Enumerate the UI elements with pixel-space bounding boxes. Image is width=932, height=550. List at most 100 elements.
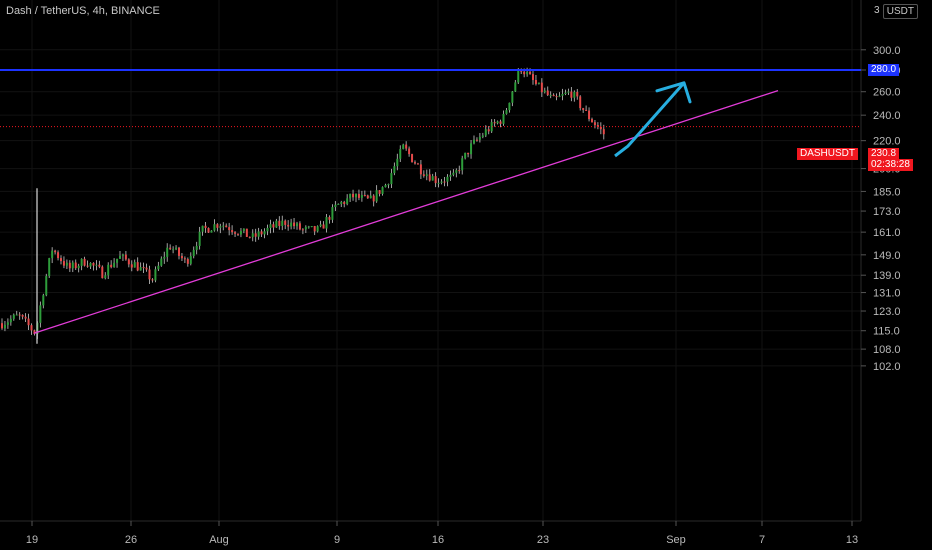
resistance-price-label: 280.0: [868, 64, 900, 76]
candle-body: [593, 122, 596, 126]
x-tick-label: 23: [537, 534, 549, 546]
candle-body: [160, 258, 163, 266]
candle-body: [526, 71, 529, 75]
candle-body: [287, 224, 290, 227]
candle-body: [549, 94, 552, 96]
candle-body: [464, 152, 467, 159]
candle-body: [331, 207, 334, 220]
candle-body: [558, 95, 561, 97]
y-tick-label: 240.0: [873, 110, 901, 122]
candle-body: [390, 173, 393, 185]
candle-body: [428, 174, 431, 181]
candle-body: [104, 275, 107, 279]
candle-body: [130, 264, 133, 268]
candle-body: [293, 222, 296, 227]
candle-body: [225, 225, 228, 228]
candle-body: [487, 129, 490, 132]
candle-body: [543, 90, 546, 93]
candle-body: [313, 226, 316, 232]
last-price-label: 230.8: [868, 148, 900, 160]
y-tick-label: 115.0: [873, 326, 900, 338]
candle-body: [248, 236, 251, 238]
candle-body: [310, 226, 313, 228]
candle-body: [237, 233, 239, 235]
candle-body: [596, 125, 599, 127]
support-trendline[interactable]: [33, 89, 779, 334]
candle-body: [189, 256, 192, 264]
candle-body: [260, 231, 263, 235]
candle-body: [343, 202, 346, 205]
candle-body: [275, 220, 278, 228]
candle-body: [204, 225, 207, 229]
candle-body: [484, 129, 487, 136]
candle-body: [12, 314, 15, 319]
candle-body: [45, 276, 48, 296]
candle-body: [552, 94, 555, 97]
candle-body: [372, 195, 375, 202]
candle-body: [440, 181, 443, 183]
candle-body: [369, 195, 372, 199]
candle-body: [33, 330, 36, 334]
candle-body: [360, 195, 363, 198]
candle-body: [446, 176, 449, 182]
candle-body: [505, 110, 508, 114]
projection-path[interactable]: [614, 81, 686, 158]
y-tick-label: 149.0: [873, 250, 901, 262]
candle-body: [384, 184, 387, 188]
y-tick-label: 161.0: [873, 227, 901, 239]
x-tick-label: 26: [125, 534, 137, 546]
candle-body: [455, 170, 458, 173]
candle-body: [154, 269, 157, 281]
candle-body: [166, 247, 169, 257]
candle-body: [458, 170, 461, 172]
candle-body: [307, 226, 310, 228]
candle-body: [30, 325, 33, 331]
candle-body: [83, 258, 86, 266]
candle-body: [142, 267, 145, 269]
candle-body: [245, 228, 248, 237]
candle-body: [60, 258, 62, 262]
candle-body: [1, 323, 3, 329]
candle-body: [540, 82, 543, 93]
candle-body: [281, 220, 284, 226]
candle-body: [121, 254, 124, 256]
candle-body: [470, 143, 473, 155]
candle-body: [579, 96, 582, 109]
candle-body: [24, 316, 27, 319]
candle-body: [242, 228, 245, 231]
candle-body: [27, 318, 30, 326]
candle-body: [355, 193, 357, 198]
candle-body: [201, 225, 204, 232]
candle-body: [42, 295, 45, 306]
candle-body: [431, 176, 434, 181]
candle-body: [178, 247, 180, 256]
x-tick-label: 7: [759, 534, 765, 546]
candle-body: [263, 231, 266, 235]
candles: [1, 67, 605, 344]
candle-body: [301, 229, 304, 231]
candle-body: [576, 91, 579, 97]
candle-body: [502, 113, 505, 124]
x-tick-label: 16: [432, 534, 444, 546]
candle-body: [157, 265, 160, 270]
candle-body: [9, 318, 12, 323]
currency-button[interactable]: USDT: [882, 4, 918, 19]
chart-title: Dash / TetherUS, 4h, BINANCE: [6, 5, 160, 17]
candle-body: [219, 226, 222, 228]
candle-body: [346, 198, 349, 205]
x-tick-label: Sep: [666, 534, 686, 546]
candle-body: [496, 121, 499, 124]
candle-body: [207, 228, 210, 233]
candle-body: [21, 314, 24, 317]
candle-body: [585, 109, 588, 111]
candle-body: [172, 249, 175, 251]
candle-body: [534, 80, 537, 84]
candle-body: [116, 258, 119, 263]
drawings: [0, 69, 861, 334]
candle-body: [322, 224, 325, 229]
candle-body: [6, 322, 9, 325]
candle-body: [319, 224, 322, 227]
candle-body: [296, 223, 298, 227]
candle-body: [602, 129, 605, 135]
